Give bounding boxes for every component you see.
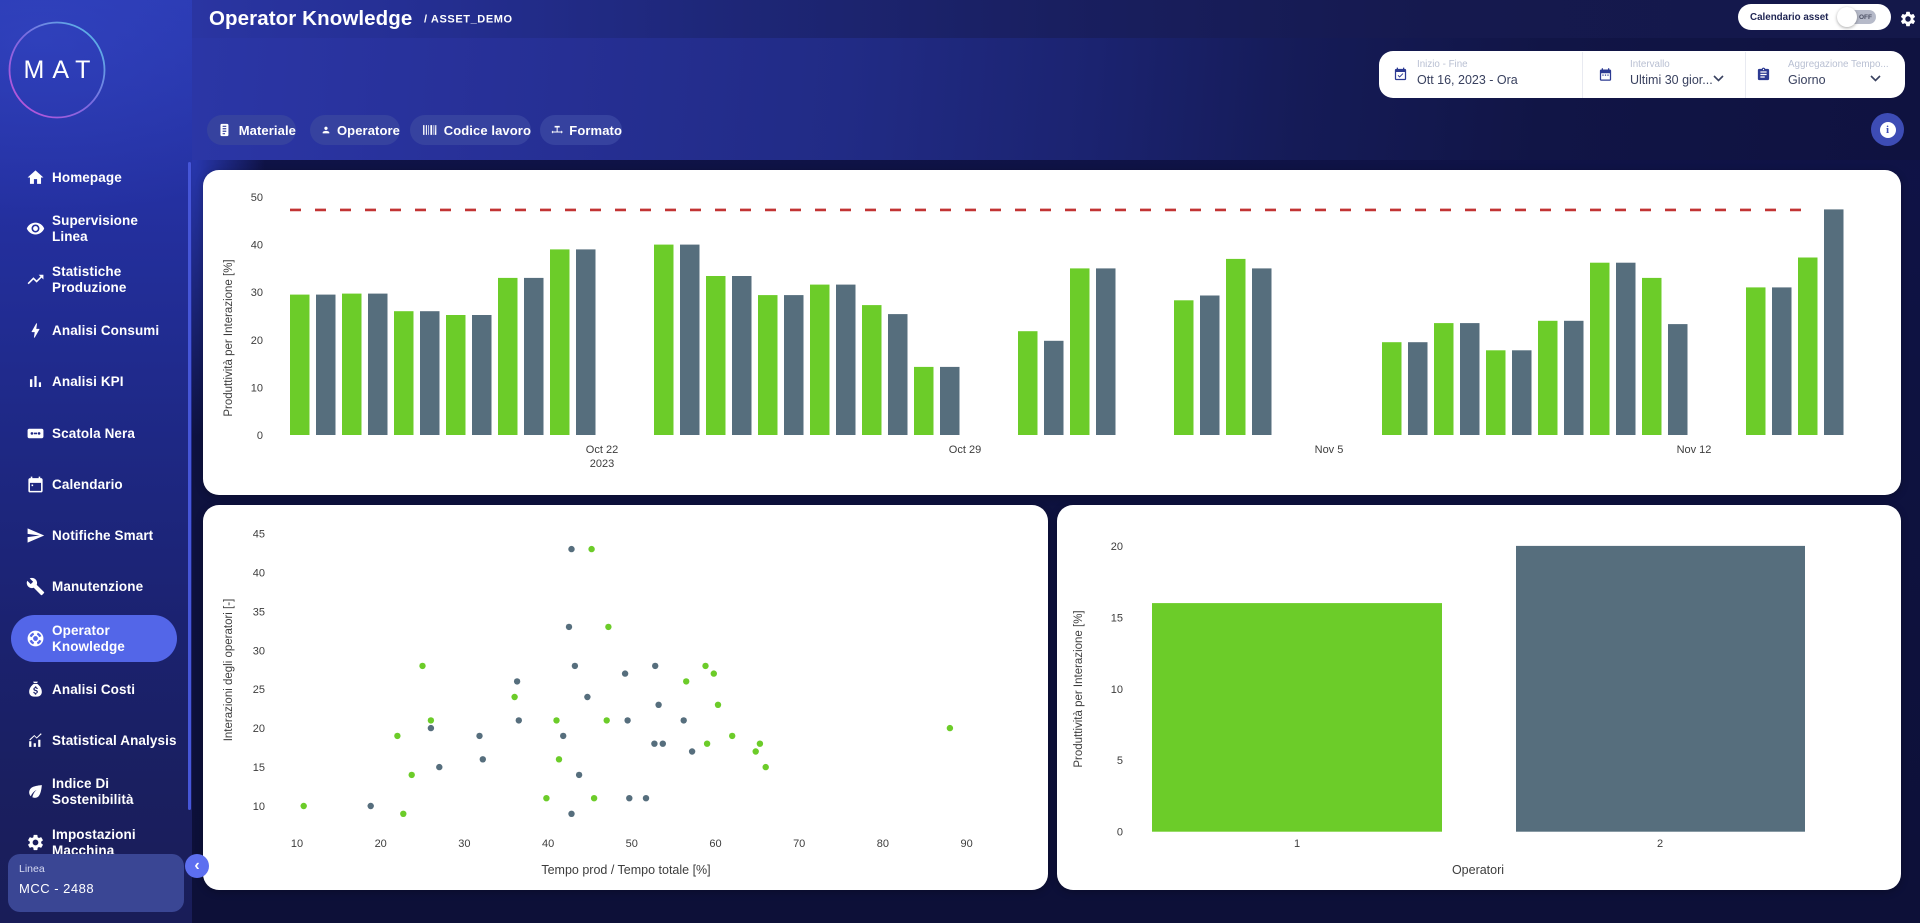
- svg-text:15: 15: [1111, 612, 1123, 624]
- svg-text:Produttività per Interazione [: Produttività per Interazione [%]: [1073, 610, 1085, 767]
- svg-text:1: 1: [1294, 838, 1300, 850]
- svg-text:20: 20: [1111, 541, 1123, 553]
- svg-text:0: 0: [1117, 827, 1123, 839]
- svg-text:35: 35: [253, 606, 265, 618]
- svg-text:60: 60: [709, 838, 721, 850]
- svg-text:Interazioni degli operatori [-: Interazioni degli operatori [-]: [223, 599, 235, 742]
- svg-text:25: 25: [253, 684, 265, 696]
- svg-text:30: 30: [458, 838, 470, 850]
- svg-text:Oct 22: Oct 22: [586, 444, 618, 456]
- svg-text:45: 45: [253, 529, 265, 541]
- svg-text:40: 40: [253, 567, 265, 579]
- svg-text:0: 0: [257, 430, 263, 442]
- svg-text:30: 30: [251, 287, 263, 299]
- svg-text:10: 10: [291, 838, 303, 850]
- svg-text:Nov 12: Nov 12: [1677, 444, 1712, 456]
- svg-text:10: 10: [1111, 684, 1123, 696]
- svg-text:10: 10: [251, 382, 263, 394]
- svg-text:40: 40: [542, 838, 554, 850]
- svg-text:Operatori: Operatori: [1452, 863, 1504, 877]
- svg-text:2023: 2023: [590, 458, 614, 470]
- svg-text:10: 10: [253, 801, 265, 813]
- svg-text:20: 20: [253, 723, 265, 735]
- svg-text:30: 30: [253, 645, 265, 657]
- svg-text:50: 50: [626, 838, 638, 850]
- svg-text:Nov 5: Nov 5: [1315, 444, 1344, 456]
- svg-text:15: 15: [253, 762, 265, 774]
- svg-text:Tempo prod / Tempo totale [%]: Tempo prod / Tempo totale [%]: [541, 863, 710, 877]
- svg-text:5: 5: [1117, 755, 1123, 767]
- svg-text:50: 50: [251, 192, 263, 204]
- svg-text:70: 70: [793, 838, 805, 850]
- svg-text:40: 40: [251, 240, 263, 252]
- svg-text:Produttività per Interazione [: Produttività per Interazione [%]: [223, 259, 235, 416]
- svg-text:90: 90: [960, 838, 972, 850]
- svg-text:80: 80: [877, 838, 889, 850]
- svg-text:20: 20: [251, 335, 263, 347]
- svg-text:20: 20: [375, 838, 387, 850]
- svg-text:Oct 29: Oct 29: [949, 444, 981, 456]
- svg-text:2: 2: [1657, 838, 1663, 850]
